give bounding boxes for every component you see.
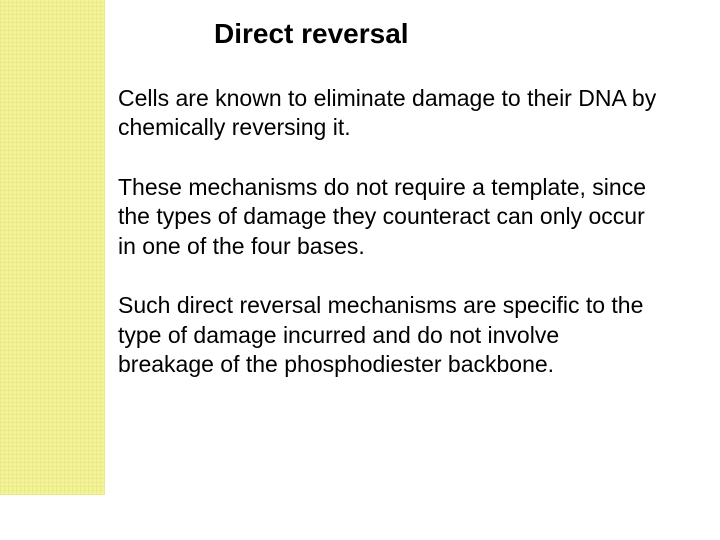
paragraph-1: Cells are known to eliminate damage to t… [118,84,680,143]
paragraph-3: Such direct reversal mechanisms are spec… [118,291,680,379]
slide-title: Direct reversal [214,18,680,50]
slide-content: Direct reversal Cells are known to elimi… [0,0,720,540]
paragraph-2: These mechanisms do not require a templa… [118,173,680,261]
